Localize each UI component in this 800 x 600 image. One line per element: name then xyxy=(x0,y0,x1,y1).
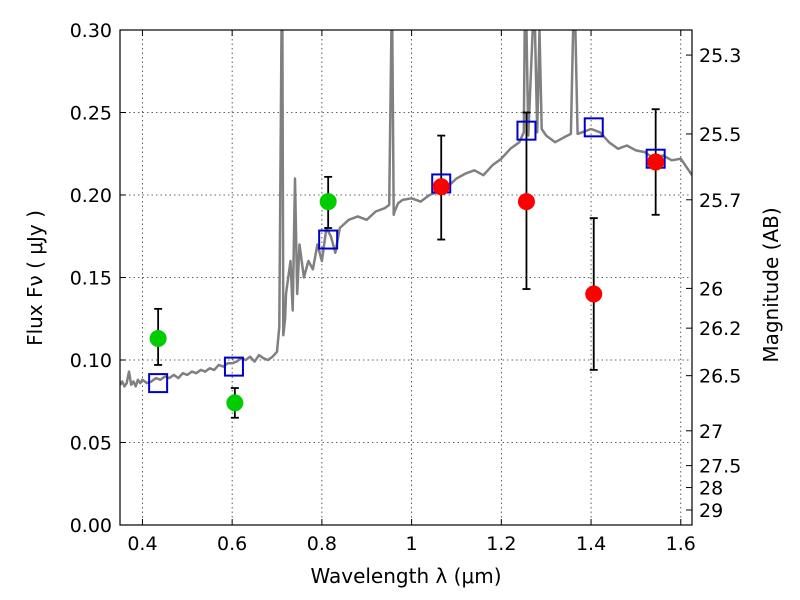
tick-label-layer: 0.4 0.6 0.8 1 1.2 1.4 1.6 0.00 0.05 0.10 0.15 0.20 0… xyxy=(70,20,742,555)
y-axis-label: Flux Fν ( μJy ) xyxy=(23,210,47,346)
model-photometry-square xyxy=(148,373,169,394)
model-photometry-square xyxy=(583,117,604,138)
tick-layer xyxy=(120,29,692,526)
nir-detections-point xyxy=(585,285,603,303)
errorbar-layer xyxy=(154,108,660,419)
spectrum-layer xyxy=(120,30,692,388)
nir-detections-point xyxy=(647,153,665,171)
x-tick-label: 1.6 xyxy=(666,533,696,555)
y-tick-label: 0.00 xyxy=(70,515,112,537)
mag-tick-label: 29 xyxy=(699,500,723,522)
mag-tick-label: 27 xyxy=(699,421,723,443)
mag-tick-label: 25.3 xyxy=(699,45,741,67)
mag-tick-label: 26.5 xyxy=(699,366,741,388)
spectrum-line xyxy=(120,30,692,388)
x-axis-label: Wavelength λ (μm) xyxy=(310,564,501,588)
model-photometry-square xyxy=(318,229,339,250)
y-tick-label: 0.10 xyxy=(70,350,112,372)
optical-detections-point xyxy=(319,193,337,211)
x-tick-label: 0.8 xyxy=(307,533,337,555)
y-tick-label: 0.30 xyxy=(70,20,112,42)
mag-tick-label: 28 xyxy=(699,478,723,500)
y-tick-label: 0.20 xyxy=(70,185,112,207)
x-tick-label: 1 xyxy=(406,533,418,555)
y-tick-label: 0.25 xyxy=(70,103,112,125)
nir-detections-point xyxy=(432,178,450,196)
x-tick-label: 1.4 xyxy=(576,533,606,555)
mag-tick-label: 26 xyxy=(699,278,723,300)
x-tick-label: 0.6 xyxy=(217,533,247,555)
model-photometry-square xyxy=(223,356,244,377)
plot-area xyxy=(120,30,692,388)
y-tick-label: 0.05 xyxy=(70,433,112,455)
circle-marker-layer xyxy=(149,153,665,412)
nir-detections-point xyxy=(517,193,535,211)
model-photometry-square xyxy=(516,120,537,141)
optical-detections-point xyxy=(226,394,244,412)
x-tick-label: 0.4 xyxy=(127,533,157,555)
mag-tick-label: 26.2 xyxy=(699,318,741,340)
grid xyxy=(120,29,692,526)
optical-detections-point xyxy=(149,330,167,348)
mag-tick-label: 27.5 xyxy=(699,456,741,478)
x-tick-label: 1.2 xyxy=(486,533,516,555)
square-marker-layer xyxy=(148,117,666,394)
y2-axis-label: Magnitude (AB) xyxy=(759,207,783,362)
y-tick-label: 0.15 xyxy=(70,268,112,290)
mag-tick-label: 25.5 xyxy=(699,124,741,146)
mag-tick-label: 25.7 xyxy=(699,190,741,212)
